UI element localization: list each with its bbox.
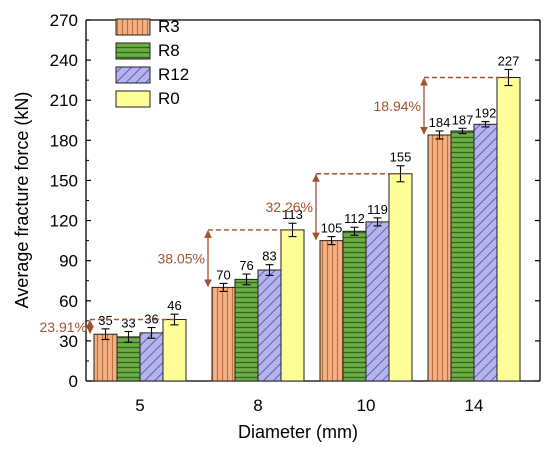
bar-r8 — [450, 130, 475, 382]
bar-r12 — [139, 332, 164, 382]
y-axis-title: Average fracture force (kN) — [12, 92, 32, 309]
legend-label-r3: R3 — [158, 17, 180, 36]
x-tick-label: 14 — [465, 396, 484, 415]
y-tick-label: 90 — [59, 252, 78, 271]
data-label: 70 — [216, 267, 230, 282]
data-label: 155 — [390, 150, 412, 165]
bar-r12 — [473, 123, 498, 382]
y-tick-label: 60 — [59, 292, 78, 311]
bar-r8 — [116, 336, 141, 382]
y-tick-label: 30 — [59, 332, 78, 351]
bar-r0 — [496, 76, 521, 382]
y-tick-label: 240 — [50, 51, 78, 70]
x-axis-title: Diameter (mm) — [238, 422, 358, 442]
legend-swatch-r0 — [115, 90, 151, 108]
bar-r8 — [234, 278, 259, 382]
bar-r3 — [93, 333, 118, 382]
legend-label-r8: R8 — [158, 41, 180, 60]
y-tick-label: 0 — [69, 372, 78, 391]
data-label: 112 — [344, 211, 365, 226]
data-label: 192 — [475, 106, 497, 121]
legend-label-r12: R12 — [158, 65, 189, 84]
bar-r0 — [162, 318, 187, 382]
data-label: 46 — [167, 298, 181, 313]
bar-r3 — [319, 240, 344, 382]
bar-r0 — [388, 173, 413, 382]
legend-swatch-r12 — [115, 66, 151, 84]
legend-swatch-r8 — [115, 42, 151, 60]
bar-r12 — [365, 221, 390, 382]
legend-label-r0: R0 — [158, 89, 180, 108]
data-label: 187 — [452, 112, 474, 127]
data-label: 33 — [121, 316, 135, 331]
bar-r8 — [342, 230, 367, 382]
legend-swatch-r3 — [115, 18, 151, 36]
y-tick-label: 120 — [50, 212, 78, 231]
y-tick-label: 270 — [50, 11, 78, 30]
y-tick-label: 210 — [50, 91, 78, 110]
bar-r0 — [280, 229, 305, 382]
data-label: 184 — [429, 115, 451, 130]
data-label: 105 — [321, 221, 343, 236]
data-label: 227 — [498, 53, 520, 68]
data-label: 83 — [262, 249, 276, 264]
plot-area: 0 30 60 90 120 150 180 210 240 270 5 8 10 14 35 33 36 46 2… — [40, 11, 541, 415]
legend: R3 R8 R12 R0 — [115, 17, 189, 108]
data-label: 36 — [144, 312, 158, 327]
data-label: 35 — [98, 313, 112, 328]
data-label: 113 — [282, 207, 303, 222]
data-label: 76 — [239, 258, 253, 273]
annotation-label: 23.91% — [40, 319, 87, 335]
data-label: 119 — [367, 202, 388, 217]
bar-r12 — [257, 269, 282, 382]
annotation-label: 38.05% — [158, 251, 205, 267]
annotation-label: 18.94% — [374, 98, 421, 114]
bar-r3 — [427, 134, 452, 382]
y-tick-label: 150 — [50, 171, 78, 190]
y-tick-label: 180 — [50, 131, 78, 150]
bar-r3 — [211, 286, 236, 382]
x-tick-label: 8 — [253, 396, 262, 415]
annotation-label: 32.26% — [266, 199, 313, 215]
x-tick-label: 10 — [357, 396, 376, 415]
x-tick-label: 5 — [135, 396, 144, 415]
